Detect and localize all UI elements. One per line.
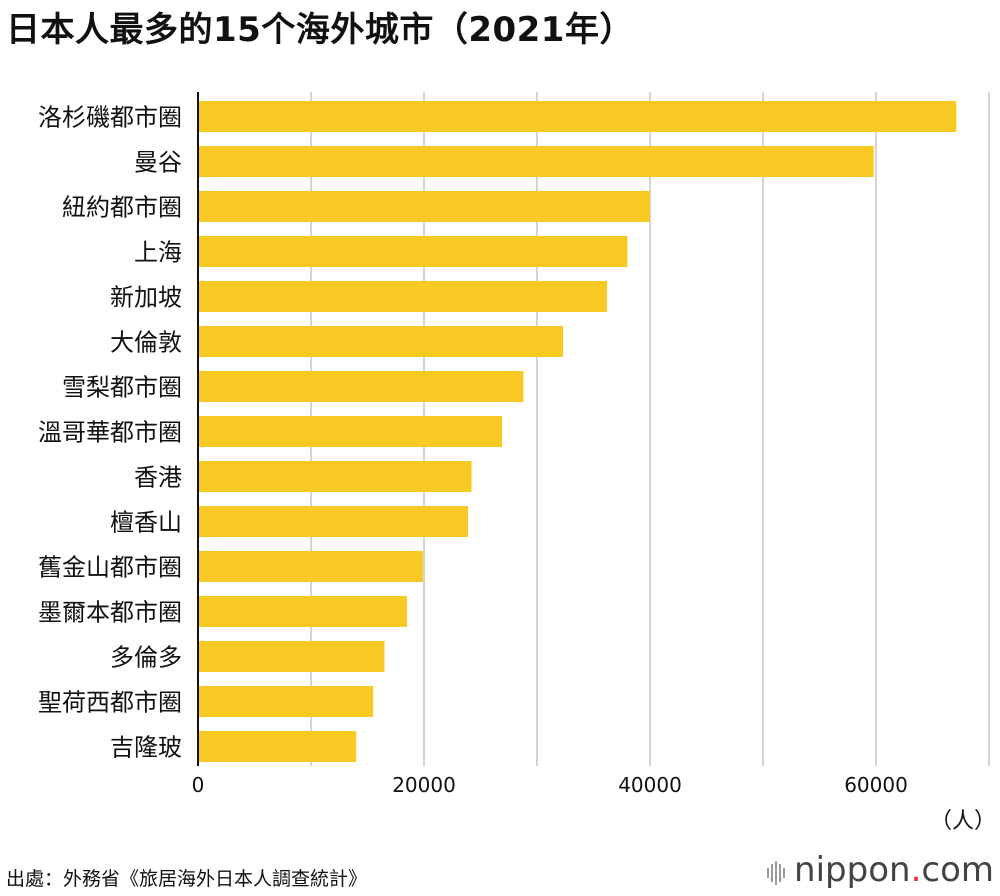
nippon-logo-icon — [767, 860, 786, 885]
bar — [198, 641, 385, 672]
brand-dot: . — [910, 850, 922, 890]
brand-suffix: com — [921, 850, 994, 890]
bar — [198, 236, 628, 267]
chart-title: 日本人最多的15个海外城市（2021年） — [6, 10, 634, 50]
category-label: 上海 — [134, 239, 182, 267]
category-label: 墨爾本都市圈 — [38, 599, 182, 627]
bar — [198, 461, 472, 492]
x-tick-labels: 0 20000 40000 60000 — [192, 773, 908, 797]
category-label: 大倫敦 — [110, 329, 182, 357]
bar — [198, 551, 423, 582]
category-label: 舊金山都市圈 — [38, 554, 182, 582]
bar — [198, 101, 957, 132]
category-label: 聖荷西都市圈 — [38, 689, 182, 717]
bar — [198, 686, 374, 717]
category-label: 吉隆玻 — [110, 734, 182, 762]
category-label: 新加坡 — [110, 284, 182, 312]
bar — [198, 506, 469, 537]
bar — [198, 281, 608, 312]
unit-label: （人） — [930, 809, 996, 834]
bar — [198, 416, 502, 447]
category-labels: 洛杉磯都市圈曼谷紐約都市圈上海新加坡大倫敦雪梨都市圈溫哥華都市圈香港檀香山舊金山… — [38, 104, 182, 762]
bars — [198, 101, 957, 762]
category-label: 溫哥華都市圈 — [38, 419, 182, 447]
bar — [198, 326, 563, 357]
source-note: 出處：外務省《旅居海外日本人調查統計》 — [6, 868, 368, 890]
bar — [198, 371, 524, 402]
bar — [198, 731, 357, 762]
nippon-logo: nippon.com — [766, 850, 994, 890]
category-label: 曼谷 — [134, 149, 182, 177]
bar — [198, 146, 874, 177]
bar — [198, 191, 650, 222]
category-label: 香港 — [134, 464, 182, 492]
category-label: 紐約都市圈 — [62, 194, 182, 222]
brand-name: nippon — [794, 850, 911, 890]
x-tick-label: 0 — [192, 773, 205, 797]
x-tick-label: 20000 — [392, 773, 456, 797]
category-label: 雪梨都市圈 — [62, 374, 182, 402]
x-tick-label: 60000 — [844, 773, 908, 797]
bar — [198, 596, 408, 627]
category-label: 洛杉磯都市圈 — [38, 104, 182, 132]
x-tick-label: 40000 — [618, 773, 682, 797]
bar-chart: 洛杉磯都市圈曼谷紐約都市圈上海新加坡大倫敦雪梨都市圈溫哥華都市圈香港檀香山舊金山… — [38, 92, 996, 834]
category-label: 檀香山 — [110, 509, 182, 537]
category-label: 多倫多 — [110, 644, 182, 672]
